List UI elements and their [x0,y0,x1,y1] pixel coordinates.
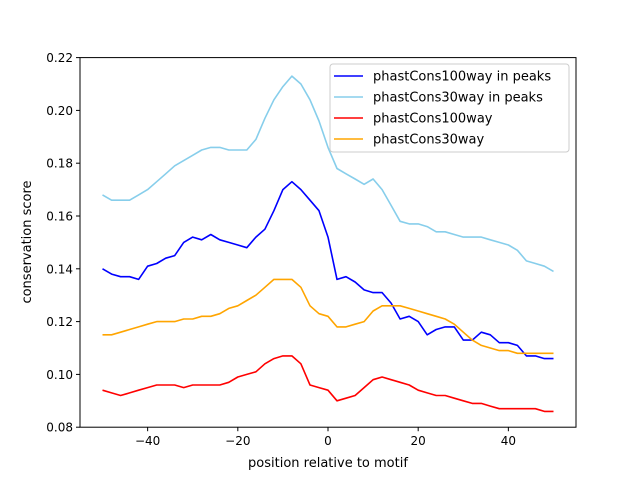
series-line-2 [102,355,554,413]
series-line-0 [102,180,554,360]
y-tick-label: 0.10 [46,368,73,382]
x-tick-label: 40 [501,434,516,448]
legend-box [329,63,570,153]
legend: phastCons100way in peaks phastCons30way i… [329,63,570,153]
x-tick-label: 0 [324,434,332,448]
series-line-3 [102,278,554,355]
legend-label: phastCons30way in peaks [373,91,543,106]
series-lines [102,75,554,413]
x-tick-label: −20 [225,434,250,448]
legend-label: phastCons100way in peaks [373,70,551,85]
y-tick-label: 0.20 [46,104,73,118]
y-tick-label: 0.18 [46,157,73,171]
y-axis-label: conservation score [20,180,35,303]
series-line-1 [102,75,554,273]
legend-label: phastCons100way [373,112,493,127]
y-axis: 0.08 0.10 0.12 0.14 0.16 0.18 0.20 0.22 [46,51,80,435]
x-axis-label: position relative to motif [248,456,408,471]
x-tick-label: −40 [135,434,160,448]
y-tick-label: 0.14 [46,262,73,276]
x-tick-label: 20 [411,434,426,448]
y-tick-label: 0.08 [46,421,73,435]
y-tick-label: 0.12 [46,315,73,329]
x-axis: −40 −20 0 20 40 [135,427,516,448]
y-tick-label: 0.16 [46,210,73,224]
legend-label: phastCons30way [373,133,485,148]
y-tick-label: 0.22 [46,51,73,65]
